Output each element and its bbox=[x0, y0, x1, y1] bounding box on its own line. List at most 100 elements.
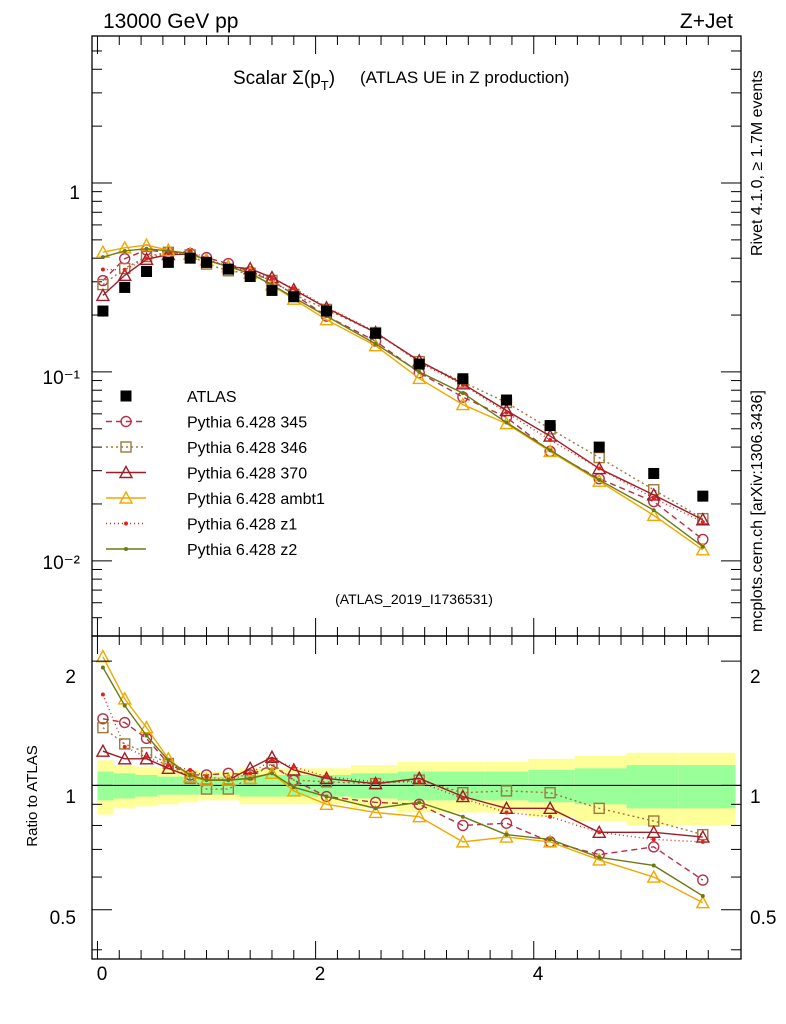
ratio-marker-z2 bbox=[226, 778, 231, 783]
main-panel: Scalar Σ(pT) (ATLAS UE in Z production) … bbox=[43, 35, 742, 637]
ratio-tick-label-0p5-left: 0.5 bbox=[50, 908, 76, 929]
marker-ambt1 bbox=[499, 416, 514, 430]
marker-z2 bbox=[100, 255, 105, 260]
header-energy: 13000 GeV pp bbox=[103, 10, 238, 33]
marker-ambt1 bbox=[646, 507, 661, 522]
data-point-atlas bbox=[266, 284, 278, 296]
data-point-atlas bbox=[370, 327, 382, 339]
band-inner bbox=[528, 769, 575, 803]
legend-label: Pythia 6.428 370 bbox=[187, 466, 307, 483]
legend-label: ATLAS bbox=[187, 389, 237, 406]
ratio-marker-z2 bbox=[291, 785, 296, 790]
data-point-atlas bbox=[97, 305, 109, 317]
ratio-marker-z2 bbox=[417, 800, 422, 805]
legend-marker bbox=[124, 547, 128, 551]
data-point-atlas bbox=[321, 305, 333, 317]
marker-z2 bbox=[122, 248, 127, 253]
legend-marker bbox=[120, 441, 132, 453]
marker-z2 bbox=[504, 420, 509, 425]
data-point-atlas bbox=[288, 291, 300, 303]
ratio-marker-370 bbox=[319, 770, 334, 785]
data-point-atlas bbox=[648, 467, 660, 479]
chart-title: Scalar Σ(pT) bbox=[233, 68, 335, 93]
ratio-marker-z1 bbox=[166, 763, 171, 768]
ratio-marker-z2 bbox=[188, 772, 193, 777]
marker-z1 bbox=[100, 267, 105, 272]
ratio-y-label: Ratio to ATLAS bbox=[24, 745, 41, 846]
ratio-marker-ambt1 bbox=[286, 783, 301, 797]
legend-marker bbox=[124, 521, 128, 526]
marker-ambt1 bbox=[412, 370, 427, 385]
ratio-tick-label-2-left: 2 bbox=[65, 667, 76, 688]
ratio-marker-346 bbox=[97, 721, 109, 734]
ratio-marker-370 bbox=[286, 762, 301, 776]
data-point-atlas bbox=[141, 266, 153, 278]
ratio-marker-z1 bbox=[204, 774, 209, 779]
marker-ambt1 bbox=[542, 443, 558, 458]
ratio-marker-345 bbox=[648, 841, 660, 853]
ratio-marker-ambt1 bbox=[139, 720, 154, 734]
ratio-marker-ambt1 bbox=[499, 829, 514, 843]
ratio-marker-z2 bbox=[548, 837, 553, 842]
data-point-atlas bbox=[184, 252, 196, 264]
main-ticks bbox=[92, 35, 741, 637]
ratio-marker-z2 bbox=[597, 855, 602, 860]
marker-z2 bbox=[460, 391, 465, 396]
marker-z1 bbox=[597, 466, 602, 471]
ratio-marker-346 bbox=[544, 787, 556, 799]
ratio-marker-370 bbox=[95, 743, 111, 757]
rivet-version: Rivet 4.1.0, ≥ 1.7M events bbox=[749, 70, 766, 256]
ratio-marker-ambt1 bbox=[695, 895, 711, 909]
x-tick-label-4: 4 bbox=[533, 964, 544, 985]
ratio-marker-z2 bbox=[122, 703, 127, 708]
ratio-frame bbox=[91, 635, 742, 960]
ratio-marker-370 bbox=[542, 800, 558, 815]
ratio-marker-z1 bbox=[269, 758, 274, 763]
ratio-marker-z2 bbox=[204, 778, 209, 783]
ratio-marker-z1 bbox=[651, 837, 656, 842]
data-point-atlas bbox=[119, 281, 131, 293]
ratio-marker-346 bbox=[593, 802, 605, 815]
data-point-atlas bbox=[222, 263, 234, 275]
ratio-marker-345 bbox=[697, 874, 709, 886]
legend-marker bbox=[120, 390, 132, 402]
marker-z2 bbox=[373, 341, 378, 346]
ratio-marker-z1 bbox=[417, 779, 422, 784]
marker-ambt1 bbox=[161, 242, 176, 256]
chart-title-close: ) bbox=[329, 68, 335, 89]
mcplots-credit: mcplots.cern.ch [arXiv:1306.3436] bbox=[749, 390, 766, 632]
ratio-marker-z2 bbox=[324, 794, 329, 799]
chart-title-sub: T bbox=[321, 78, 329, 93]
legend-label: Pythia 6.428 z1 bbox=[187, 517, 297, 534]
legend-label: Pythia 6.428 346 bbox=[187, 440, 307, 457]
marker-370 bbox=[264, 270, 280, 284]
data-point-atlas bbox=[201, 256, 213, 268]
data-point-atlas bbox=[697, 490, 709, 502]
marker-z1 bbox=[651, 496, 656, 501]
ratio-marker-ambt1 bbox=[319, 796, 334, 811]
ratio-marker-z1 bbox=[122, 744, 127, 749]
ratio-marker-z1 bbox=[504, 810, 509, 815]
y-tick-label-0p01: 10⁻² bbox=[43, 553, 81, 574]
ratio-marker-370 bbox=[592, 824, 607, 839]
ratio-marker-345 bbox=[119, 716, 131, 729]
legend-marker bbox=[120, 415, 132, 428]
marker-346 bbox=[119, 262, 131, 275]
ratio-marker-z1 bbox=[291, 764, 296, 769]
ratio-marker-z1 bbox=[548, 814, 553, 819]
ratio-panel: Ratio to ATLAS 2 1 0.5 2 1 0.5 0 2 4 bbox=[24, 635, 776, 985]
ratio-line-370 bbox=[102, 750, 703, 838]
band-inner bbox=[678, 765, 736, 809]
data-point-atlas bbox=[413, 358, 425, 370]
ratio-marker-z2 bbox=[504, 832, 509, 837]
ratio-tick-label-2-right: 2 bbox=[750, 667, 761, 688]
ratio-marker-z1 bbox=[248, 771, 253, 776]
marker-z1 bbox=[122, 267, 127, 272]
ratio-marker-345 bbox=[97, 713, 109, 725]
ratio-marker-z1 bbox=[460, 796, 465, 801]
x-tick-label-2: 2 bbox=[315, 964, 326, 985]
ratio-marker-z2 bbox=[700, 893, 705, 898]
ratio-marker-370 bbox=[646, 824, 661, 839]
marker-z2 bbox=[166, 248, 171, 253]
marker-ambt1 bbox=[592, 473, 607, 487]
